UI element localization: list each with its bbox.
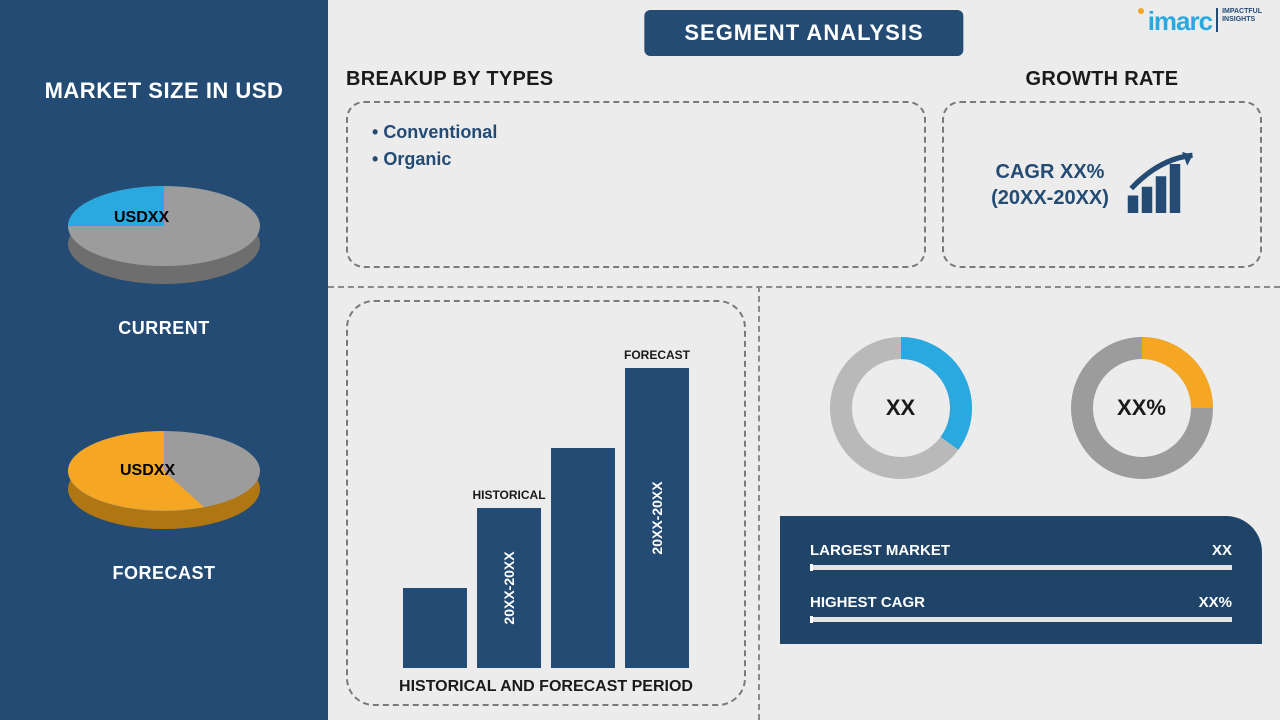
pie-current-svg: USDXX — [44, 144, 284, 304]
sidebar-heading: MARKET SIZE IN USD — [45, 78, 284, 104]
growth-text: CAGR XX% (20XX-20XX) — [991, 159, 1109, 211]
growth-panel: GROWTH RATE CAGR XX% (20XX-20XX) — [942, 68, 1262, 268]
bar-label-above: FORECAST — [624, 348, 690, 362]
bar-chart: HISTORICAL20XX-20XXFORECAST20XX-20XX — [368, 318, 724, 668]
sidebar: MARKET SIZE IN USD USDXX CURRENT USDXX F… — [0, 0, 328, 720]
brand-logo: imarc IMPACTFUL INSIGHTS — [1138, 8, 1262, 34]
breakup-list: ConventionalOrganic — [372, 119, 900, 173]
donut-chart: XX% — [1062, 328, 1222, 488]
metric-row: HIGHEST CAGR XX% — [810, 594, 1232, 622]
hist-forecast-caption: HISTORICAL AND FORECAST PERIOD — [368, 678, 724, 696]
breakup-item: Organic — [372, 146, 900, 173]
pie-forecast-svg: USDXX — [44, 389, 284, 549]
bottom-right-panel: XX XX% LARGEST MARKET XX HIGHEST CAGR XX% — [780, 300, 1262, 706]
metrics-card: LARGEST MARKET XX HIGHEST CAGR XX% — [780, 516, 1262, 644]
breakup-item: Conventional — [372, 119, 900, 146]
donut-center: XX% — [1062, 328, 1222, 488]
bar-label-on: 20XX-20XX — [501, 551, 517, 624]
bar: FORECAST20XX-20XX — [625, 368, 689, 668]
donut-chart: XX — [821, 328, 981, 488]
logo-dot-icon — [1138, 8, 1144, 14]
donut-center: XX — [821, 328, 981, 488]
growth-heading: GROWTH RATE — [942, 68, 1262, 91]
pie-forecast-caption: FORECAST — [113, 563, 216, 584]
breakup-heading: BREAKUP BY TYPES — [346, 68, 926, 91]
hist-forecast-panel: HISTORICAL20XX-20XXFORECAST20XX-20XX HIS… — [346, 300, 746, 706]
pie-forecast: USDXX FORECAST — [34, 389, 294, 584]
horizontal-divider — [328, 286, 1280, 288]
bar — [403, 588, 467, 668]
main: SEGMENT ANALYSIS imarc IMPACTFUL INSIGHT… — [328, 0, 1280, 720]
metric-bar — [810, 565, 1232, 570]
logo-divider — [1216, 8, 1218, 32]
metric-label: LARGEST MARKET — [810, 542, 950, 559]
growth-chart-icon — [1123, 150, 1213, 220]
bar — [551, 448, 615, 668]
metric-row: LARGEST MARKET XX — [810, 542, 1232, 570]
metric-value: XX — [1212, 542, 1232, 559]
hist-forecast-box: HISTORICAL20XX-20XXFORECAST20XX-20XX HIS… — [346, 300, 746, 706]
bar: HISTORICAL20XX-20XX — [477, 508, 541, 668]
pie-current: USDXX CURRENT — [34, 144, 294, 339]
pie-current-label: USDXX — [114, 209, 169, 226]
metric-value: XX% — [1199, 594, 1232, 611]
bar-label-on: 20XX-20XX — [649, 481, 665, 554]
page-title: SEGMENT ANALYSIS — [644, 10, 963, 56]
vertical-divider — [758, 286, 760, 720]
top-row: BREAKUP BY TYPES ConventionalOrganic GRO… — [328, 68, 1280, 268]
logo-text: imarc — [1148, 8, 1212, 34]
pie-current-caption: CURRENT — [118, 318, 210, 339]
pie-forecast-label: USDXX — [120, 462, 175, 479]
metric-label: HIGHEST CAGR — [810, 594, 925, 611]
bar-label-above: HISTORICAL — [472, 488, 545, 502]
logo-subtext: IMPACTFUL INSIGHTS — [1222, 8, 1262, 23]
breakup-panel: BREAKUP BY TYPES ConventionalOrganic — [346, 68, 926, 268]
donut-row: XX XX% — [780, 328, 1262, 488]
breakup-box: ConventionalOrganic — [346, 101, 926, 268]
metric-bar — [810, 617, 1232, 622]
growth-box: CAGR XX% (20XX-20XX) — [942, 101, 1262, 268]
